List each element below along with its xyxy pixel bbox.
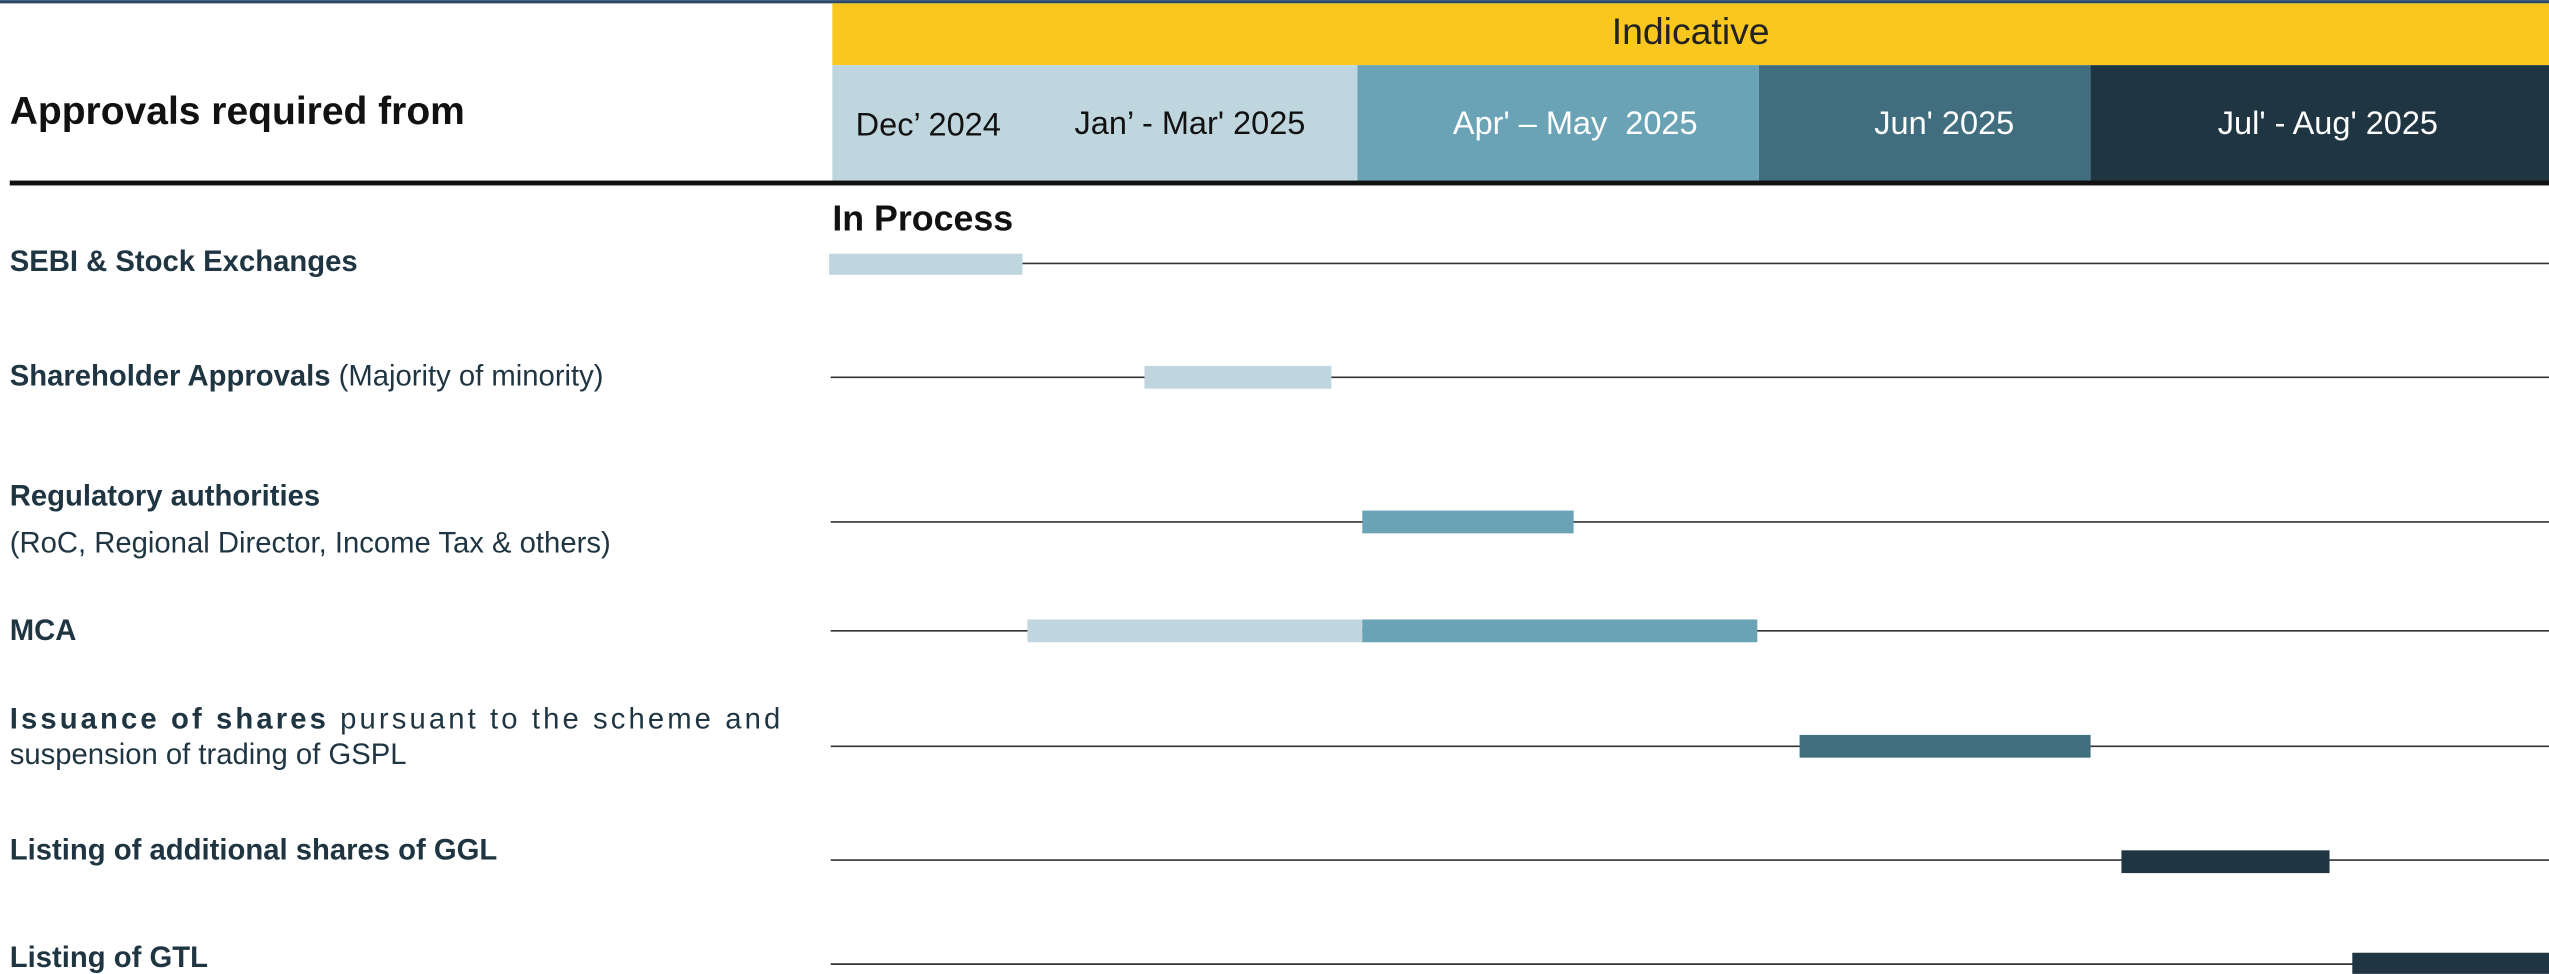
period-cell	[832, 65, 1358, 183]
row-label: MCA	[10, 615, 77, 647]
timeline-bar	[2121, 850, 2330, 874]
row-label: SEBI & Stock Exchanges	[10, 246, 358, 278]
row-label: Listing of additional shares of GGL	[10, 835, 498, 867]
period-cell	[1758, 65, 2091, 183]
row-label-bold: Issuance of shares	[10, 703, 326, 735]
row-label-rest: (Majority of minority)	[339, 360, 604, 392]
row-label-line2: suspension of trading of GSPL	[10, 739, 407, 771]
timeline-bar	[1362, 619, 1758, 643]
row-label-line2: (RoC, Regional Director, Income Tax & ot…	[10, 527, 611, 559]
period-label: Jul' - Aug' 2025	[2218, 105, 2438, 141]
period-label: Jan’ - Mar' 2025	[1075, 105, 1306, 141]
status-label: In Process	[832, 199, 1013, 239]
row-label-rest: pursuant to the scheme and	[340, 703, 780, 735]
indicative-label: Indicative	[1612, 10, 1770, 52]
indicative-band	[832, 3, 2549, 66]
period-cell	[1357, 65, 1759, 183]
row-label: Shareholder Approvals (Majority of minor…	[10, 360, 604, 392]
period-label: Jun' 2025	[1874, 105, 2014, 141]
row-label: Regulatory authorities	[10, 480, 320, 512]
timeline-bar	[1027, 619, 1363, 643]
row-label: Listing of GTL	[10, 942, 208, 974]
timeline-bar	[2352, 952, 2549, 974]
approvals-title: Approvals required from	[10, 90, 465, 133]
timeline-bar	[1144, 365, 1332, 389]
period-cell	[2090, 65, 2549, 183]
top-edge	[0, 0, 2549, 4]
period-label: Dec’ 2024	[856, 107, 1001, 143]
timeline-bar	[829, 253, 1023, 275]
timeline-bar	[1362, 510, 1574, 534]
period-label: Apr' – May 2025	[1453, 105, 1698, 141]
header-rule	[9, 180, 2549, 186]
row-label-bold: Shareholder Approvals	[10, 360, 331, 392]
timeline-bar	[1799, 734, 2091, 758]
row-label: Issuance of shares pursuant to the schem…	[10, 703, 781, 735]
